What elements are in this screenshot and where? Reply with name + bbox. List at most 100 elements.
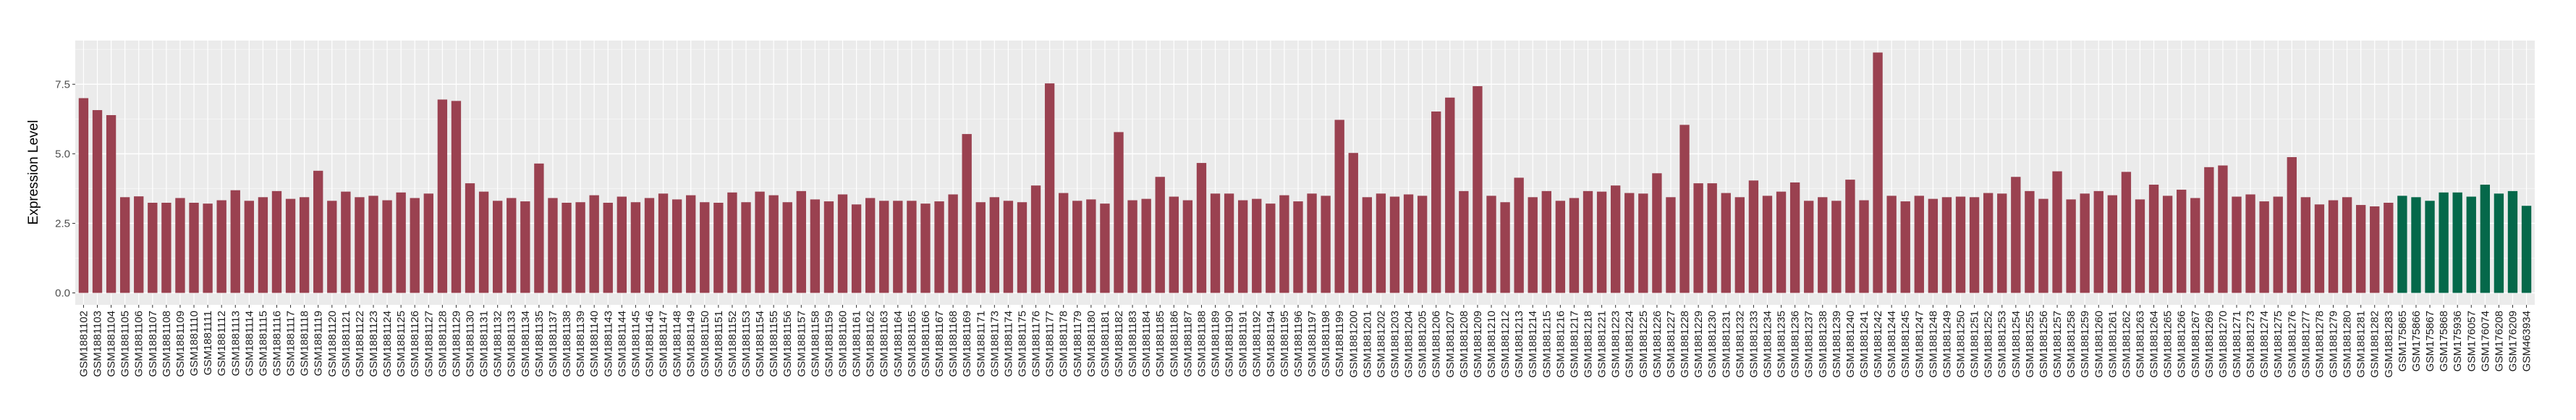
bar <box>2080 193 2090 293</box>
bar <box>2232 196 2242 293</box>
bar <box>203 203 213 293</box>
x-tick-label: GSM1881178 <box>1058 311 1070 377</box>
x-tick-label: GSM1881273 <box>2245 311 2257 378</box>
bar <box>119 197 130 293</box>
x-tick-label: GSM1881217 <box>1568 311 1580 378</box>
x-tick-label: GSM1881250 <box>1955 311 1967 378</box>
x-tick-label: GSM1881265 <box>2162 311 2174 378</box>
bar <box>78 98 89 293</box>
x-tick-label: GSM1881269 <box>2203 311 2216 378</box>
bar <box>106 114 116 293</box>
x-tick-label: GSM1881121 <box>340 311 352 377</box>
x-tick-label: GSM1881213 <box>1513 311 1525 378</box>
x-tick-label: GSM1881127 <box>423 311 435 377</box>
bar <box>865 198 876 293</box>
bar <box>1624 193 1635 293</box>
bar <box>465 183 475 293</box>
bar <box>1182 200 1193 293</box>
x-tick-label: GSM1881270 <box>2217 311 2229 378</box>
x-tick-label: GSM1881163 <box>878 311 891 377</box>
bar <box>2107 195 2118 293</box>
x-tick-label: GSM1881110 <box>188 311 200 376</box>
bar <box>1003 201 1014 293</box>
x-tick-label: GSM1881244 <box>1886 311 1898 378</box>
x-tick-label: GSM1881171 <box>975 311 987 377</box>
x-tick-label: GSM1881179 <box>1072 311 1084 377</box>
x-tick-label: GSM1881177 <box>1044 311 1056 377</box>
x-tick-label: GSM175868 <box>2438 311 2450 371</box>
bar <box>727 192 737 293</box>
bar <box>285 198 296 293</box>
bar <box>1266 203 1276 293</box>
bar <box>1693 183 1703 293</box>
x-tick-label: GSM1881158 <box>809 311 821 377</box>
bar <box>713 202 724 293</box>
bar <box>1155 177 1165 293</box>
x-tick-label: GSM1881122 <box>354 311 366 377</box>
x-tick-label: GSM1881185 <box>1154 311 1166 377</box>
x-tick-label: GSM1881252 <box>1983 311 1995 378</box>
bar <box>2148 185 2159 293</box>
bar <box>1845 180 1855 293</box>
x-tick-label: GSM1881228 <box>1679 311 1691 378</box>
bar <box>782 202 792 293</box>
x-tick-label: GSM1881123 <box>368 311 380 377</box>
bar <box>1652 173 1662 293</box>
x-tick-label: GSM1881209 <box>1472 311 1484 378</box>
bar <box>410 198 420 293</box>
x-tick-label: GSM1881107 <box>147 311 159 377</box>
bar <box>1389 196 1400 293</box>
bar <box>1403 194 1414 293</box>
x-tick-label: GSM1881210 <box>1486 311 1498 378</box>
x-tick-label: GSM1881143 <box>602 311 614 377</box>
x-tick-label: GSM175866 <box>2410 311 2423 371</box>
bar <box>755 191 765 293</box>
bar <box>2190 198 2200 293</box>
x-tick-label: GSM1881277 <box>2300 311 2312 378</box>
bar <box>2011 177 2021 293</box>
x-tick-label: GSM1881125 <box>395 311 407 377</box>
x-tick-label: GSM1881226 <box>1651 311 1664 378</box>
bar <box>1831 201 1842 293</box>
x-tick-label: GSM1881120 <box>326 311 339 377</box>
x-tick-label: GSM1881225 <box>1637 311 1650 378</box>
x-tick-label: GSM1881112 <box>216 311 228 376</box>
x-tick-label: GSM1881176 <box>1030 311 1043 377</box>
bar <box>2370 206 2380 293</box>
bar <box>1997 193 2007 293</box>
y-axis: 0.0 2.5 5.0 7.5 <box>55 78 75 299</box>
bar <box>907 201 917 293</box>
bar <box>2066 199 2076 293</box>
x-tick-label: GSM1881165 <box>906 311 918 377</box>
x-tick-label: GSM176208 <box>2493 311 2505 371</box>
x-tick-label: GSM1881154 <box>754 311 766 377</box>
x-tick-label: GSM1881147 <box>658 311 670 377</box>
x-tick-label: GSM1881199 <box>1334 311 1346 377</box>
bar <box>299 197 310 293</box>
x-tick-label: GSM1881198 <box>1320 311 1332 377</box>
bar <box>230 190 240 293</box>
bar <box>1873 52 1883 293</box>
bar <box>134 196 144 293</box>
bar <box>534 163 544 293</box>
x-tick-label: GSM1881184 <box>1140 311 1153 377</box>
x-tick-label: GSM1881245 <box>1899 311 1912 378</box>
x-tick-label: GSM1881229 <box>1692 311 1705 378</box>
bar <box>1237 200 1248 293</box>
x-tick-label: GSM1881203 <box>1389 311 1401 378</box>
x-tick-label: GSM1881264 <box>2148 311 2161 378</box>
x-tick-label: GSM1881173 <box>988 311 1001 377</box>
x-tick-label: GSM1881207 <box>1444 311 1457 378</box>
x-tick-label: GSM1881138 <box>561 311 573 377</box>
bar <box>341 191 351 293</box>
x-tick-label: GSM1881216 <box>1554 311 1567 378</box>
x-tick-label: GSM1881115 <box>257 311 269 376</box>
x-tick-label: GSM1881162 <box>865 311 877 377</box>
x-tick-label: GSM1881266 <box>2176 311 2188 378</box>
x-tick-label: GSM1881239 <box>1831 311 1843 378</box>
bar <box>1900 201 1910 293</box>
bar <box>1969 197 1980 293</box>
bar <box>1789 182 1800 293</box>
bar <box>2452 192 2462 293</box>
bar <box>1321 196 1331 293</box>
